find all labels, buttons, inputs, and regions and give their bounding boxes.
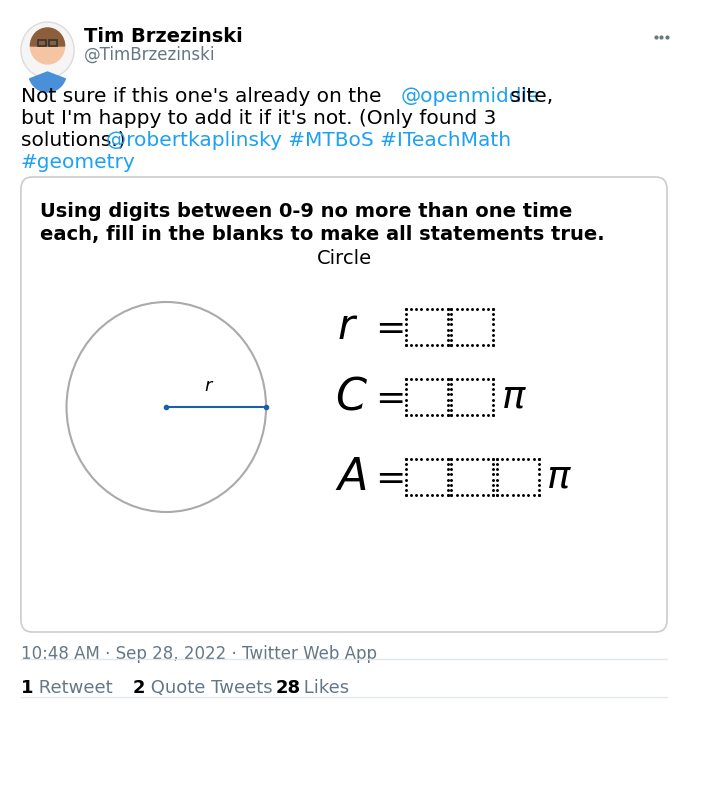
Text: #geometry: #geometry (21, 153, 135, 172)
Text: $C$: $C$ (335, 375, 369, 419)
Text: each, fill in the blanks to make all statements true.: each, fill in the blanks to make all sta… (40, 225, 605, 244)
Text: Likes: Likes (298, 679, 350, 697)
Wedge shape (30, 72, 65, 92)
Text: Tim Brzezinski: Tim Brzezinski (83, 27, 243, 47)
Text: $A$: $A$ (335, 455, 367, 499)
Text: @TimBrzezinski: @TimBrzezinski (83, 46, 215, 64)
Text: Using digits between 0-9 no more than one time: Using digits between 0-9 no more than on… (40, 202, 572, 221)
Text: 28: 28 (276, 679, 300, 697)
Text: $r$: $r$ (337, 306, 358, 348)
Text: site,: site, (504, 87, 553, 106)
Text: $=$: $=$ (368, 460, 403, 494)
Wedge shape (30, 28, 64, 46)
Text: Not sure if this one's already on the: Not sure if this one's already on the (21, 87, 388, 106)
Text: $=$: $=$ (368, 310, 403, 344)
Text: Circle: Circle (316, 249, 371, 268)
Text: 2: 2 (133, 679, 146, 697)
Bar (38, 40, 46, 46)
Text: $\pi$: $\pi$ (501, 378, 526, 416)
FancyBboxPatch shape (21, 177, 667, 632)
Text: solutions.): solutions.) (21, 131, 132, 150)
Text: @openmiddle: @openmiddle (401, 87, 541, 106)
Text: Quote Tweets: Quote Tweets (146, 679, 273, 697)
Circle shape (30, 28, 64, 64)
Text: 10:48 AM · Sep 28, 2022 · Twitter Web App: 10:48 AM · Sep 28, 2022 · Twitter Web Ap… (21, 645, 377, 663)
Text: $\pi$: $\pi$ (547, 458, 572, 496)
Text: Retweet: Retweet (33, 679, 113, 697)
Text: $r$: $r$ (204, 377, 214, 395)
Text: @robertkaplinsky #MTBoS #ITeachMath: @robertkaplinsky #MTBoS #ITeachMath (106, 131, 512, 150)
Circle shape (21, 22, 74, 78)
Text: 1: 1 (21, 679, 33, 697)
Text: $=$: $=$ (368, 380, 403, 414)
Bar (49, 40, 57, 46)
Text: but I'm happy to add it if it's not. (Only found 3: but I'm happy to add it if it's not. (On… (21, 109, 496, 128)
